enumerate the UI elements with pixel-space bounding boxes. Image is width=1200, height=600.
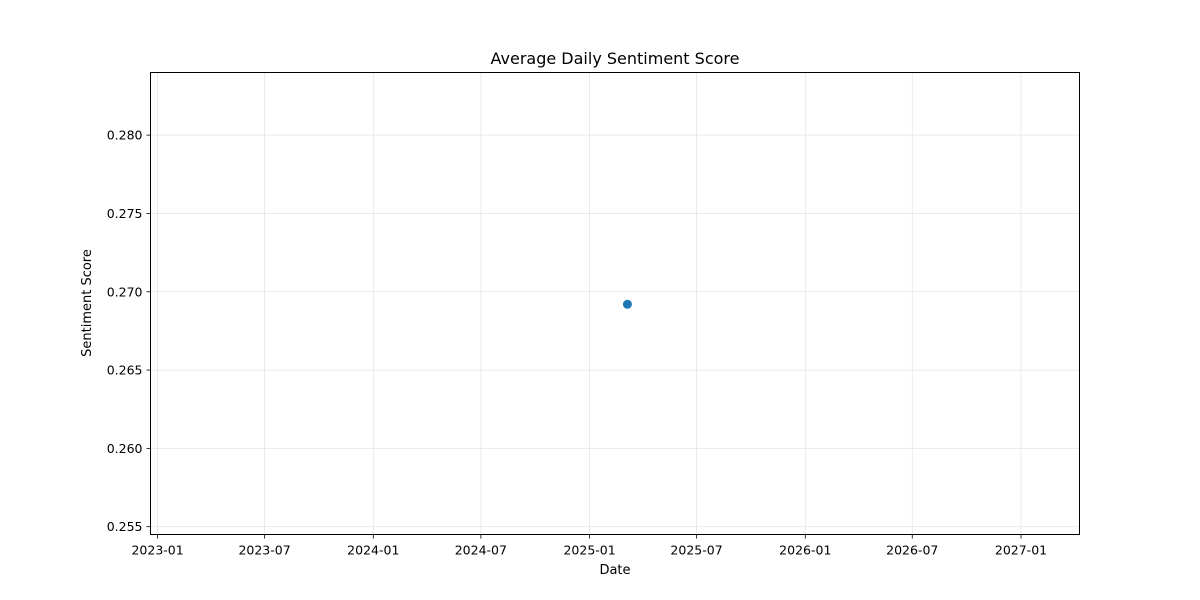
- x-axis-ticks: 2023-01 2023-07 2024-01 2024-07 2025-01 2025-…: [131, 534, 1047, 558]
- y-tick-label: 0.260: [107, 441, 143, 456]
- x-tick-label: 2025-01: [563, 543, 615, 558]
- y-axis-label: Sentiment Score: [80, 249, 95, 357]
- grid-lines: [150, 72, 1080, 535]
- y-tick-label: 0.265: [107, 363, 143, 378]
- x-tick-label: 2027-01: [995, 543, 1047, 558]
- x-tick-label: 2026-01: [779, 543, 831, 558]
- x-tick-label: 2024-07: [455, 543, 507, 558]
- plot-area-frame: [150, 72, 1080, 535]
- data-point: [622, 299, 632, 309]
- x-tick-label: 2023-01: [131, 543, 183, 558]
- data-points: [622, 299, 632, 309]
- x-tick-label: 2024-01: [347, 543, 399, 558]
- x-tick-label: 2025-07: [670, 543, 722, 558]
- y-tick-label: 0.275: [107, 206, 143, 221]
- x-tick-label: 2026-07: [886, 543, 938, 558]
- y-tick-label: 0.280: [107, 128, 143, 143]
- x-axis-label: Date: [599, 563, 630, 578]
- y-axis-ticks: 0.255 0.260 0.265 0.270 0.275 0.280: [107, 128, 151, 534]
- y-tick-label: 0.255: [107, 519, 143, 534]
- y-tick-label: 0.270: [107, 284, 143, 299]
- chart-title: Average Daily Sentiment Score: [491, 49, 740, 68]
- x-tick-label: 2023-07: [238, 543, 290, 558]
